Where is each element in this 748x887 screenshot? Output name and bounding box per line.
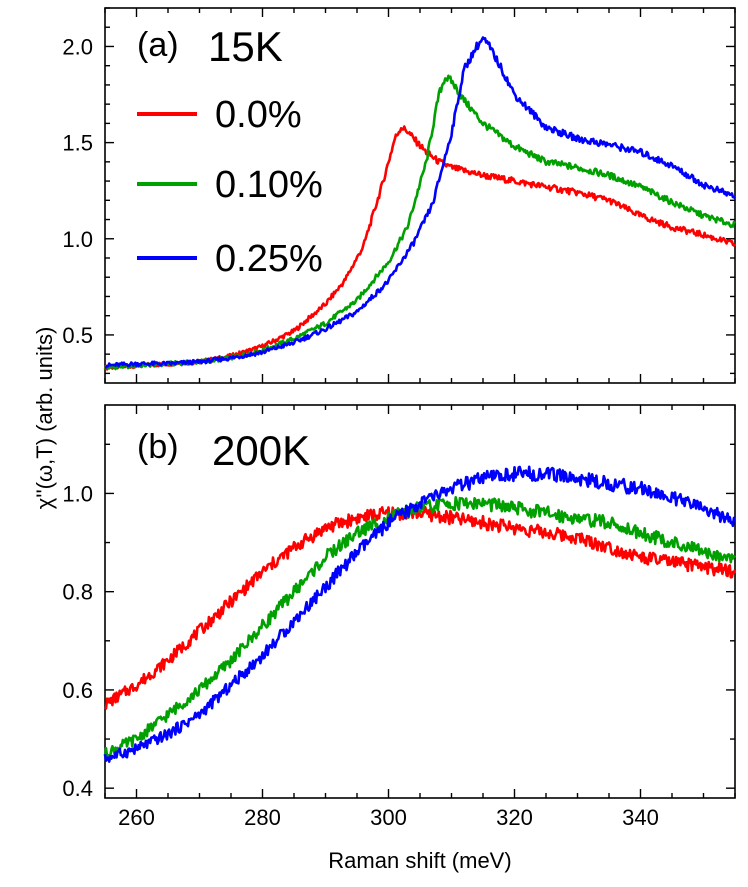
x-tick-label: 300 [370, 805, 407, 830]
a-y-tick-label: 2.0 [62, 34, 93, 59]
a-y-tick-label: 0.5 [62, 323, 93, 348]
y-axis-title: χ''(ω,T) (arb. units) [32, 327, 57, 510]
x-tick-label: 260 [118, 805, 155, 830]
a-series-00-line [103, 125, 737, 371]
panel-b-label: (b) [137, 428, 179, 466]
a-y-tick-label: 1.5 [62, 131, 93, 156]
b-y-tick-label: 0.8 [62, 580, 93, 605]
panel-a-label: (a) [137, 26, 179, 64]
x-tick-label: 280 [244, 805, 281, 830]
x-tick-label: 320 [496, 805, 533, 830]
b-y-tick-label: 0.4 [62, 776, 93, 801]
panel-a-frame [104, 7, 736, 384]
a-series-025-line [104, 36, 737, 369]
b-y-tick-label: 1.0 [62, 481, 93, 506]
legend-label-2: 0.25% [215, 238, 323, 280]
legend-label-1: 0.10% [215, 164, 323, 206]
b-series-00-line [104, 505, 737, 711]
panel-a-temperature: 15K [208, 23, 283, 70]
panel-b-temperature: 200K [212, 427, 310, 474]
x-tick-label: 340 [622, 805, 659, 830]
x-axis-title: Raman shift (meV) [328, 848, 511, 873]
panel-b: 260 280 300 320 340 0.4 0.6 0.8 1.0 (b) 200K [62, 404, 737, 830]
b-series-010-line [103, 495, 736, 759]
legend: 0.0% 0.10% 0.25% [137, 94, 323, 280]
b-y-tick-label: 0.6 [62, 678, 93, 703]
a-series-010-line [103, 74, 736, 371]
panel-a: 0.5 1.0 1.5 2.0 (a) 15K 0.0% 0.10% 0.25% [62, 7, 737, 384]
legend-label-0: 0.0% [215, 94, 302, 136]
a-y-tick-label: 1.0 [62, 227, 93, 252]
panel-b-frame [104, 404, 736, 799]
b-series-025-line [103, 465, 736, 763]
